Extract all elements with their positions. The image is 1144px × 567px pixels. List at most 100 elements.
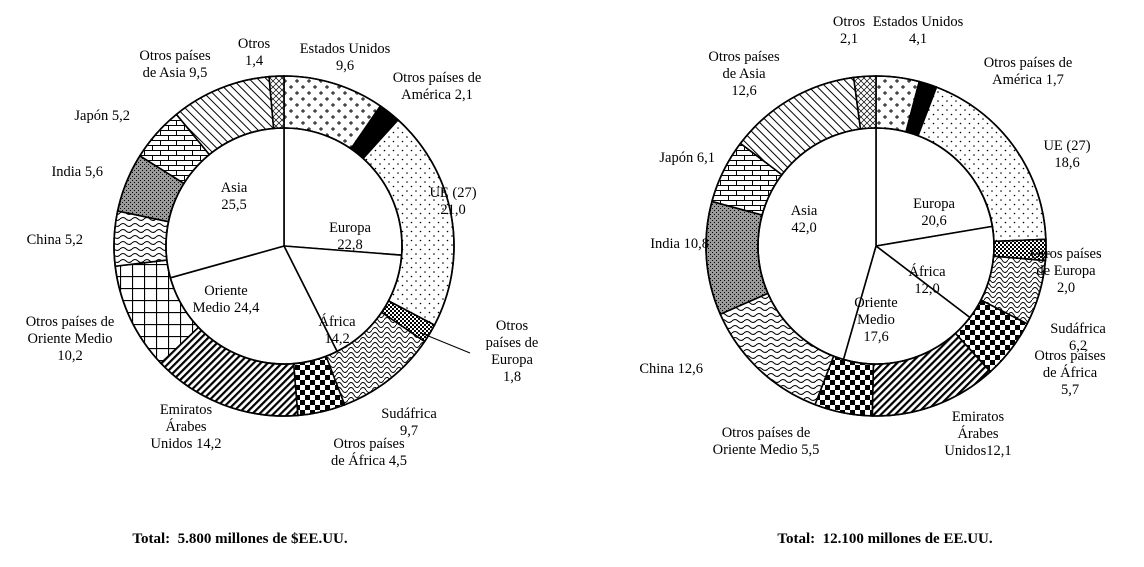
inner-label-europa-line: 20,6 [921,213,946,229]
inner-label-oriente-medio-line: Medio 24,4 [193,300,261,316]
inner-label-europa-line: Europa [913,196,955,212]
outer-label-otros-paises-de-america-line: Otros países de [393,70,482,86]
outer-label-otros: Otros 2,1 [833,14,866,47]
outer-label-otros-paises-de-oriente-medio-line: 10,2 [57,348,82,364]
outer-label-india: India 10,8 [650,236,709,252]
inner-label-oriente-medio-line: Medio [857,312,895,328]
inner-label-oriente-medio-line: Oriente [854,295,897,311]
outer-label-otros-paises-de-europa: Otros países de Europa 1,8 [486,318,539,385]
outer-label-emiratos-arabes-unidos-line: Unidos12,1 [944,443,1011,459]
outer-label-emiratos-arabes-unidos-line: Emiratos [160,402,213,418]
outer-label-otros-paises-de-america-line: Otros países de [984,55,1073,71]
outer-label-estados-unidos-line: 4,1 [909,31,927,47]
outer-label-otros-paises-de-africa: Otros países de África 4,5 [331,436,407,469]
outer-label-china-line: China 5,2 [27,232,83,248]
outer-label-otros-paises-de-asia-line: 12,6 [731,83,756,99]
outer-label-otros-paises-de-america-line: América 1,7 [992,72,1064,88]
donut-chart-right: Europa 20,6 África 12,0 Oriente Medio 17,6 Asia… [639,14,1106,459]
outer-label-otros-paises-de-oriente-medio-line: Otros países de [722,425,811,441]
outer-label-emiratos-arabes-unidos: Emiratos Árabes Unidos12,1 [944,409,1011,459]
outer-label-otros-paises-de-oriente-medio: Otros países de Oriente Medio 10,2 [26,314,115,364]
outer-label-otros-paises-de-oriente-medio-line: Oriente Medio 5,5 [713,442,820,458]
outer-label-sudafrica-line: Sudáfrica [381,406,437,422]
outer-label-ue-27-line: 21,0 [440,202,465,218]
outer-label-otros-paises-de-asia: Otros países de Asia 12,6 [708,49,780,99]
inner-label-africa: África 12,0 [908,263,946,297]
outer-label-otros-line: 1,4 [245,53,264,69]
inner-label-asia-line: Asia [221,180,248,196]
outer-label-otros-paises-de-asia-line: de Asia 9,5 [143,65,208,81]
outer-label-otros-line: Otros [238,36,271,52]
outer-label-otros-paises-de-europa: Otros países de Europa 2,0 [1030,246,1102,296]
leader-line [420,332,471,354]
outer-label-otros-paises-de-europa-line: países de [486,335,539,351]
outer-label-japon: Japón 5,2 [74,108,130,124]
outer-label-otros-paises-de-africa-line: Otros países [333,436,405,452]
inner-label-africa-line: 12,0 [914,281,939,297]
outer-label-otros-paises-de-africa-line: Otros países [1034,348,1106,364]
outer-label-otros-paises-de-europa-line: 2,0 [1057,280,1075,296]
outer-label-otros-paises-de-oriente-medio: Otros países de Oriente Medio 5,5 [713,425,820,458]
outer-label-india-line: India 10,8 [650,236,709,252]
outer-label-sudafrica-line: Sudáfrica [1050,321,1106,337]
donut-outer-border [705,75,1047,417]
outer-label-otros-line: 2,1 [840,31,858,47]
outer-label-emiratos-arabes-unidos-line: Unidos 14,2 [151,436,222,452]
outer-label-india-line: India 5,6 [51,164,103,180]
inner-label-africa: África 14,2 [318,313,356,347]
outer-label-china: China 5,2 [27,232,83,248]
outer-label-otros: Otros 1,4 [238,36,271,69]
outer-label-emiratos-arabes-unidos-line: Emiratos [952,409,1005,425]
outer-label-otros-paises-de-asia-line: de Asia [722,66,766,82]
outer-label-otros-paises-de-oriente-medio-line: Oriente Medio [28,331,113,347]
outer-label-china-line: China 12,6 [639,361,703,377]
outer-label-otros-paises-de-europa-line: Otros [496,318,529,334]
outer-label-japon-line: Japón 6,1 [659,150,715,166]
outer-label-otros-paises-de-europa-line: Europa [491,352,533,368]
inner-label-europa-line: 22,8 [337,237,362,253]
outer-label-japon: Japón 6,1 [659,150,715,166]
outer-label-ue-27: UE (27) 21,0 [429,185,476,218]
outer-label-otros-paises-de-africa-line: 5,7 [1061,382,1079,398]
outer-label-estados-unidos: Estados Unidos 9,6 [300,41,391,74]
inner-label-africa-line: África [908,263,946,280]
inner-label-africa-line: 14,2 [324,331,349,347]
outer-label-otros-paises-de-asia-line: Otros países [708,49,780,65]
outer-label-otros-paises-de-asia: Otros países de Asia 9,5 [139,48,211,81]
inner-label-europa: Europa 22,8 [329,220,371,253]
outer-label-otros-paises-de-europa-line: Otros países [1030,246,1102,262]
outer-label-china: China 12,6 [639,361,703,377]
outer-label-otros-paises-de-america: Otros países de América 2,1 [393,70,482,103]
donut-inner-border [165,127,403,365]
outer-label-otros-paises-de-america-line: América 2,1 [401,87,473,103]
inner-label-oriente-medio: Oriente Medio 17,6 [854,295,897,345]
outer-label-estados-unidos-line: 9,6 [336,58,354,74]
outer-label-japon-line: Japón 5,2 [74,108,130,124]
inner-label-africa-line: África [318,313,356,330]
outer-label-otros-paises-de-oriente-medio-line: Otros países de [26,314,115,330]
outer-label-ue-27: UE (27) 18,6 [1043,138,1090,171]
outer-label-india: India 5,6 [51,164,103,180]
outer-label-otros-paises-de-africa: Otros países de África 5,7 [1034,348,1106,398]
inner-label-asia-line: 42,0 [791,220,816,236]
donut-inner-border [757,127,995,365]
outer-label-sudafrica-line: 6,2 [1069,338,1087,354]
outer-label-ue-27-line: 18,6 [1054,155,1079,171]
outer-label-emiratos-arabes-unidos-line: Árabes [165,418,206,435]
inner-label-asia-line: 25,5 [221,197,246,213]
outer-label-ue-27-line: UE (27) [1043,138,1090,154]
outer-label-ue-27-line: UE (27) [429,185,476,201]
outer-label-otros-line: Otros [833,14,866,30]
outer-label-estados-unidos-line: Estados Unidos [873,14,964,30]
total-label-right: Total: 12.100 millones de EE.UU. [777,531,993,547]
outer-label-otros-paises-de-africa-line: de África 4,5 [331,452,407,469]
inner-label-oriente-medio-line: Oriente [204,283,247,299]
inner-label-europa: Europa 20,6 [913,196,955,229]
outer-label-emiratos-arabes-unidos-line: Árabes [957,425,998,442]
inner-label-asia-line: Asia [791,203,818,219]
outer-label-otros-paises-de-europa-line: 1,8 [503,369,521,385]
total-label-left: Total: 5.800 millones de $EE.UU. [132,531,348,547]
outer-label-otros-paises-de-asia-line: Otros países [139,48,211,64]
